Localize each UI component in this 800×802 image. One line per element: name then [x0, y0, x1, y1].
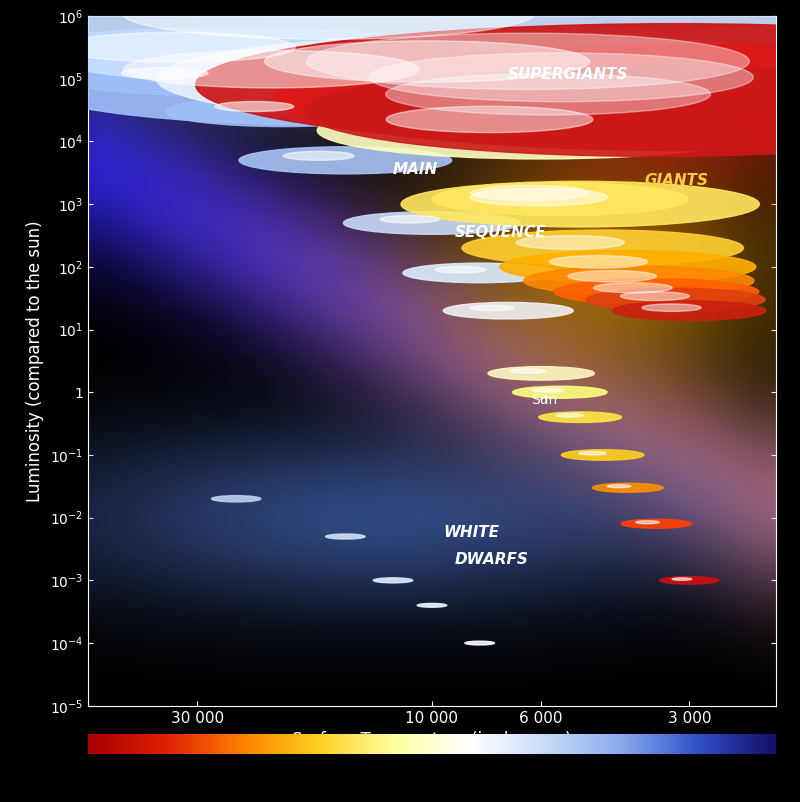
Text: DWARFS: DWARFS [454, 553, 528, 567]
Text: SUPERGIANTS: SUPERGIANTS [508, 67, 629, 82]
Circle shape [343, 212, 521, 234]
Circle shape [305, 67, 800, 156]
Circle shape [594, 283, 672, 293]
Circle shape [562, 450, 644, 460]
Circle shape [613, 301, 766, 321]
Circle shape [306, 33, 750, 90]
Circle shape [636, 520, 659, 524]
Circle shape [532, 388, 564, 392]
Circle shape [510, 369, 546, 374]
Circle shape [211, 496, 261, 502]
Circle shape [26, 44, 666, 126]
Circle shape [578, 452, 606, 455]
Circle shape [124, 51, 419, 88]
Text: Sun: Sun [530, 393, 557, 407]
Circle shape [386, 106, 593, 132]
Circle shape [67, 63, 327, 95]
Y-axis label: Luminosity (compared to the sun): Luminosity (compared to the sun) [26, 220, 44, 502]
Circle shape [122, 0, 535, 39]
Circle shape [122, 67, 208, 79]
Circle shape [59, 32, 295, 63]
Circle shape [403, 263, 557, 283]
Circle shape [660, 577, 719, 584]
Circle shape [568, 270, 657, 282]
Circle shape [554, 279, 758, 305]
Circle shape [443, 302, 573, 319]
Circle shape [672, 578, 692, 581]
Circle shape [488, 367, 594, 380]
Circle shape [318, 102, 765, 159]
Circle shape [500, 250, 756, 283]
Circle shape [513, 387, 607, 399]
Circle shape [380, 216, 439, 223]
Circle shape [274, 45, 800, 151]
Circle shape [166, 96, 402, 127]
Circle shape [470, 188, 608, 206]
Circle shape [607, 484, 631, 488]
Circle shape [196, 24, 800, 146]
Circle shape [470, 305, 514, 310]
Circle shape [516, 236, 624, 249]
Circle shape [283, 152, 354, 160]
Circle shape [621, 519, 692, 529]
Text: WHITE: WHITE [443, 525, 499, 540]
Circle shape [586, 288, 765, 311]
Circle shape [471, 185, 590, 200]
Circle shape [621, 292, 690, 301]
Circle shape [465, 641, 494, 645]
Circle shape [418, 603, 446, 607]
Text: MAIN: MAIN [393, 162, 438, 177]
Circle shape [239, 147, 452, 174]
Circle shape [374, 578, 413, 583]
Circle shape [642, 304, 701, 311]
Circle shape [556, 414, 583, 417]
Circle shape [524, 266, 754, 295]
X-axis label: Surface Temperature (in degrees): Surface Temperature (in degrees) [292, 731, 572, 749]
Circle shape [0, 27, 492, 92]
Circle shape [386, 74, 710, 115]
Circle shape [549, 256, 647, 268]
Circle shape [326, 534, 365, 539]
Circle shape [370, 53, 754, 102]
Circle shape [401, 181, 759, 227]
Circle shape [265, 41, 590, 82]
Circle shape [539, 412, 622, 423]
Circle shape [462, 230, 743, 266]
Circle shape [215, 102, 294, 111]
Circle shape [435, 266, 486, 273]
Text: SEQUENCE: SEQUENCE [454, 225, 546, 240]
Circle shape [156, 34, 800, 124]
Circle shape [593, 484, 663, 492]
Text: GIANTS: GIANTS [645, 173, 709, 188]
Circle shape [0, 0, 800, 92]
Circle shape [432, 183, 688, 216]
